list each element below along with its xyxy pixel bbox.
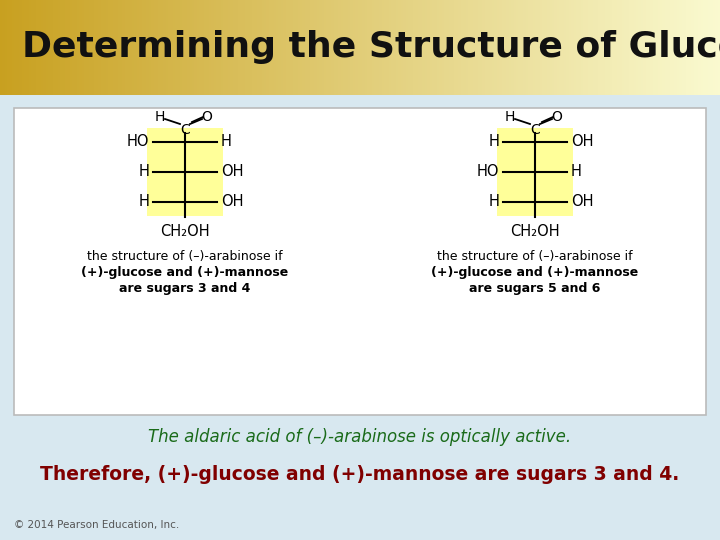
- Bar: [14, 108, 706, 415]
- Text: are sugars 5 and 6: are sugars 5 and 6: [469, 282, 600, 295]
- Text: H: H: [138, 165, 149, 179]
- Text: (+)-glucose and (+)-mannose: (+)-glucose and (+)-mannose: [431, 266, 639, 279]
- Text: Determining the Structure of Glucose: Determining the Structure of Glucose: [22, 30, 720, 64]
- Text: the structure of (–)-arabinose if: the structure of (–)-arabinose if: [437, 250, 633, 263]
- Text: Therefore, (+)-glucose and (+)-mannose are sugars 3 and 4.: Therefore, (+)-glucose and (+)-mannose a…: [40, 465, 680, 484]
- Text: H: H: [505, 110, 516, 124]
- Text: OH: OH: [571, 194, 593, 210]
- Text: C: C: [530, 123, 540, 137]
- Text: O: O: [202, 110, 212, 124]
- Text: are sugars 3 and 4: are sugars 3 and 4: [120, 282, 251, 295]
- Text: H: H: [488, 134, 499, 150]
- Text: H: H: [138, 194, 149, 210]
- Text: HO: HO: [127, 134, 149, 150]
- Text: H: H: [221, 134, 232, 150]
- Text: C: C: [180, 123, 190, 137]
- Text: H: H: [488, 194, 499, 210]
- Text: H: H: [155, 110, 165, 124]
- Bar: [497, 128, 573, 216]
- Text: O: O: [552, 110, 562, 124]
- Text: (+)-glucose and (+)-mannose: (+)-glucose and (+)-mannose: [81, 266, 289, 279]
- Text: OH: OH: [221, 194, 243, 210]
- Bar: [147, 128, 223, 216]
- Text: CH₂OH: CH₂OH: [160, 225, 210, 240]
- Text: H: H: [571, 165, 582, 179]
- Text: HO: HO: [477, 165, 499, 179]
- Text: The aldaric acid of (–)-arabinose is optically active.: The aldaric acid of (–)-arabinose is opt…: [148, 428, 572, 446]
- Text: CH₂OH: CH₂OH: [510, 225, 560, 240]
- Text: © 2014 Pearson Education, Inc.: © 2014 Pearson Education, Inc.: [14, 520, 179, 530]
- Text: the structure of (–)-arabinose if: the structure of (–)-arabinose if: [87, 250, 283, 263]
- Text: OH: OH: [221, 165, 243, 179]
- Text: OH: OH: [571, 134, 593, 150]
